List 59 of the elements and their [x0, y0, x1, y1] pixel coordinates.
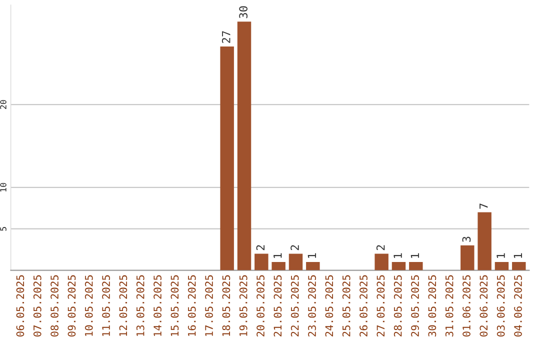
x-tick-label: 27.05.2025 [376, 275, 385, 336]
x-tick-label: 23.05.2025 [308, 275, 316, 336]
data-label: 1 [496, 253, 505, 258]
y-tick-label: 5 [0, 227, 6, 231]
x-tick-label: 14.05.2025 [154, 275, 162, 336]
y-tick-label: 10 [0, 182, 6, 192]
x-tick-label: 07.05.2025 [33, 275, 42, 336]
data-label: 2 [290, 245, 299, 250]
x-tick-label: 11.05.2025 [102, 275, 110, 336]
x-tick-label: 04.06.2025 [514, 275, 522, 336]
x-tick-label: 26.05.2025 [360, 275, 368, 336]
data-label: 1 [410, 253, 420, 258]
x-tick-label: 25.05.2025 [342, 275, 350, 336]
bar [392, 262, 406, 270]
data-label: 7 [480, 204, 488, 209]
x-tick-label: 06.05.2025 [16, 275, 24, 336]
x-tick-label: 28.05.2025 [394, 275, 402, 336]
x-tick-label: 20.05.2025 [256, 275, 264, 336]
x-tick-label: 29.05.2025 [411, 275, 419, 336]
data-label: 1 [514, 253, 522, 258]
bar [409, 262, 423, 270]
bar [512, 262, 526, 270]
x-tick-label: 08.05.2025 [50, 275, 58, 336]
bar [220, 46, 234, 270]
x-tick-label: 18.05.2025 [222, 275, 230, 336]
x-tick-label: 03.06.2025 [496, 275, 505, 336]
x-tick-label: 30.05.2025 [428, 275, 436, 336]
x-tick-label: 24.05.2025 [325, 275, 334, 336]
data-label: 2 [256, 245, 265, 250]
bar [306, 262, 320, 270]
x-tick-label: 22.05.2025 [290, 275, 299, 336]
x-tick-label: 09.05.2025 [68, 275, 76, 336]
x-tick-label: 01.06.2025 [462, 275, 470, 336]
data-label: 27 [222, 31, 230, 43]
data-label: 1 [308, 253, 316, 258]
y-tick-label: 20 [0, 100, 6, 109]
x-tick-label: 12.05.2025 [119, 275, 128, 336]
data-label: 1 [394, 253, 402, 258]
bar [374, 254, 388, 270]
data-label: 3 [462, 236, 471, 242]
bar [288, 254, 303, 270]
data-label: 1 [274, 253, 282, 258]
x-tick-label: 31.05.2025 [445, 275, 454, 336]
x-tick-label: 15.05.2025 [170, 275, 179, 336]
bar [272, 262, 286, 270]
x-tick-label: 21.05.2025 [274, 275, 282, 336]
x-tick-label: 17.05.2025 [205, 275, 213, 336]
bar [460, 245, 474, 270]
x-tick-label: 13.05.2025 [136, 275, 144, 336]
data-label: 2 [376, 245, 385, 250]
data-label: 30 [239, 6, 248, 18]
bar [237, 22, 252, 270]
x-tick-label: 02.06.2025 [480, 275, 488, 336]
x-tick-label: 10.05.2025 [84, 275, 93, 336]
x-tick-label: 19.05.2025 [239, 275, 248, 336]
bar [494, 262, 509, 270]
bar [478, 212, 492, 270]
x-tick-label: 16.05.2025 [188, 275, 196, 336]
bar [254, 254, 268, 270]
